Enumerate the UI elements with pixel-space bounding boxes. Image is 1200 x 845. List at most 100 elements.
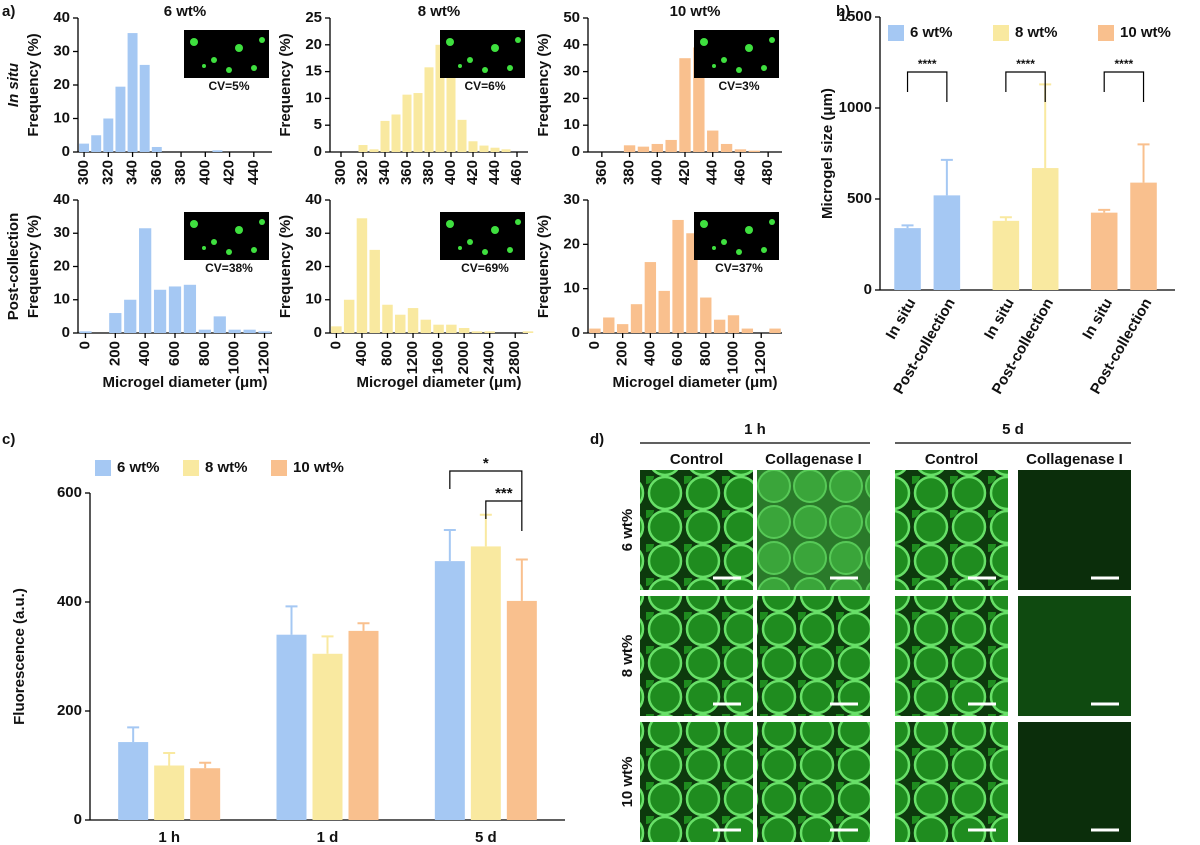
y-tick-label: 50 [563,9,580,26]
x-tick-label: 320 [99,160,116,185]
inset-bead [458,246,462,250]
y-tick-label: 10 [53,291,70,308]
inset-bead [515,219,521,225]
y-tick-label: 5 [314,116,322,133]
micrograph [895,722,1008,842]
inset-label: CV=6% [464,79,505,93]
x-tick-label: 1000 [724,341,741,374]
bar [769,328,781,333]
inset-bead [507,65,513,71]
inset-label: CV=3% [718,79,759,93]
x-tick-label: 440 [245,160,262,185]
chart-title: 6 wt% [164,3,207,20]
bar [276,634,307,820]
panel-label: a) [2,3,15,20]
bar [348,630,379,820]
micrograph [895,596,1008,716]
column-header: Control [925,451,978,468]
time-header: 5 d [1002,421,1024,438]
column-header: Collagenase I [1026,451,1123,468]
error-bar [1137,143,1150,183]
x-tick-label: 1 h [158,829,180,845]
error-bar [999,216,1012,221]
y-tick-label: 20 [53,76,70,93]
bar [446,324,457,333]
micrograph [1018,722,1131,842]
y-tick-label: 10 [53,109,70,126]
bar [243,329,256,333]
x-tick-label: 800 [196,341,213,366]
y-tick-label: 0 [864,281,872,298]
inset-bead [458,64,462,68]
x-tick-label: 360 [398,160,415,185]
bar [713,319,726,333]
bar [1090,212,1118,290]
bar [603,317,615,333]
y-tick-label: 20 [305,257,322,274]
error-bar [901,224,914,229]
bar [228,329,241,333]
y-axis-label: Frequency (%) [25,33,42,136]
x-tick-label: 320 [354,160,371,185]
x-tick-label: 400 [442,160,459,185]
micrograph [757,596,870,716]
bar [115,86,126,152]
x-tick-label: 420 [221,160,238,185]
x-tick-label: 600 [166,341,183,366]
inset-bead [202,246,206,250]
legend-swatch [993,25,1009,41]
y-tick-label: 40 [53,191,70,208]
inset-bead [700,220,708,228]
bar [434,561,465,820]
inset-bead [515,37,521,43]
legend-label: 6 wt% [910,24,953,41]
y-tick-label: 25 [305,9,322,26]
bar [658,290,670,333]
x-tick-label: 380 [172,160,189,185]
bar [672,219,684,333]
x-tick-label: 0 [76,341,93,349]
panel-label: d) [590,431,604,448]
bar [686,233,698,333]
bar [446,66,456,152]
inset-bead [467,57,473,63]
x-tick-label: 2800 [506,341,523,374]
x-tick-label: 300 [332,160,349,185]
bar [470,546,501,820]
bar [479,145,489,152]
bar [435,44,445,152]
y-tick-label: 200 [57,702,82,719]
inset-label: CV=69% [461,261,509,275]
x-tick-label: 440 [486,160,503,185]
bar [894,228,921,290]
inset-bead [226,67,232,73]
y-axis-label: Frequency (%) [25,215,42,318]
inset-bead [491,44,499,52]
x-tick-label: 340 [124,160,141,185]
bar [258,331,271,333]
x-tick-label: 1600 [430,341,447,374]
bar [734,149,747,152]
significance-bracket [1005,71,1046,102]
y-tick-label: 10 [305,291,322,308]
bar [693,47,705,153]
chart-title: 10 wt% [670,3,721,20]
chart-title: 8 wt% [418,3,461,20]
inset-bead [712,64,716,68]
inset-bead [761,65,767,71]
y-tick-label: 40 [53,9,70,26]
significance-bracket [485,500,523,531]
error-bar [940,158,953,196]
legend-label: 8 wt% [1015,24,1058,41]
y-tick-label: 30 [53,42,70,59]
bar [700,297,712,333]
bar [369,249,380,333]
x-tick-label: 380 [420,160,437,185]
bar [637,146,650,152]
inset-bead [482,249,488,255]
bar [457,119,467,152]
y-tick-label: 40 [305,191,322,208]
y-tick-label: 20 [563,89,580,106]
inset-bead [721,239,727,245]
inset-bead [226,249,232,255]
